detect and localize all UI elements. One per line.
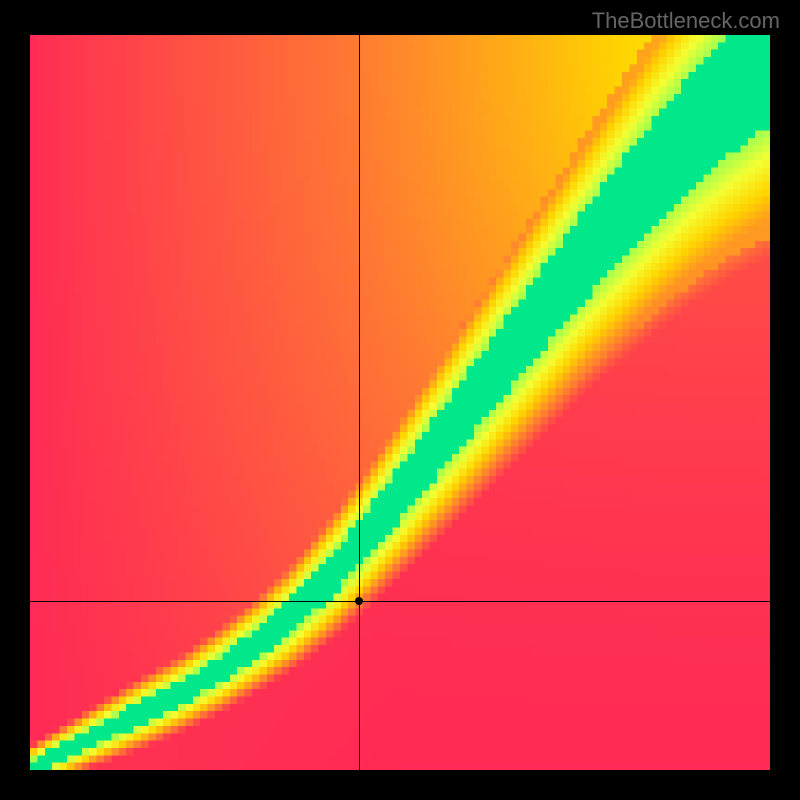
crosshair-horizontal — [30, 601, 770, 602]
watermark-text: TheBottleneck.com — [592, 8, 780, 34]
heatmap-plot — [30, 35, 770, 770]
chart-container: TheBottleneck.com — [0, 0, 800, 800]
crosshair-vertical — [359, 35, 360, 770]
crosshair-marker-dot — [355, 597, 363, 605]
heatmap-canvas — [30, 35, 770, 770]
